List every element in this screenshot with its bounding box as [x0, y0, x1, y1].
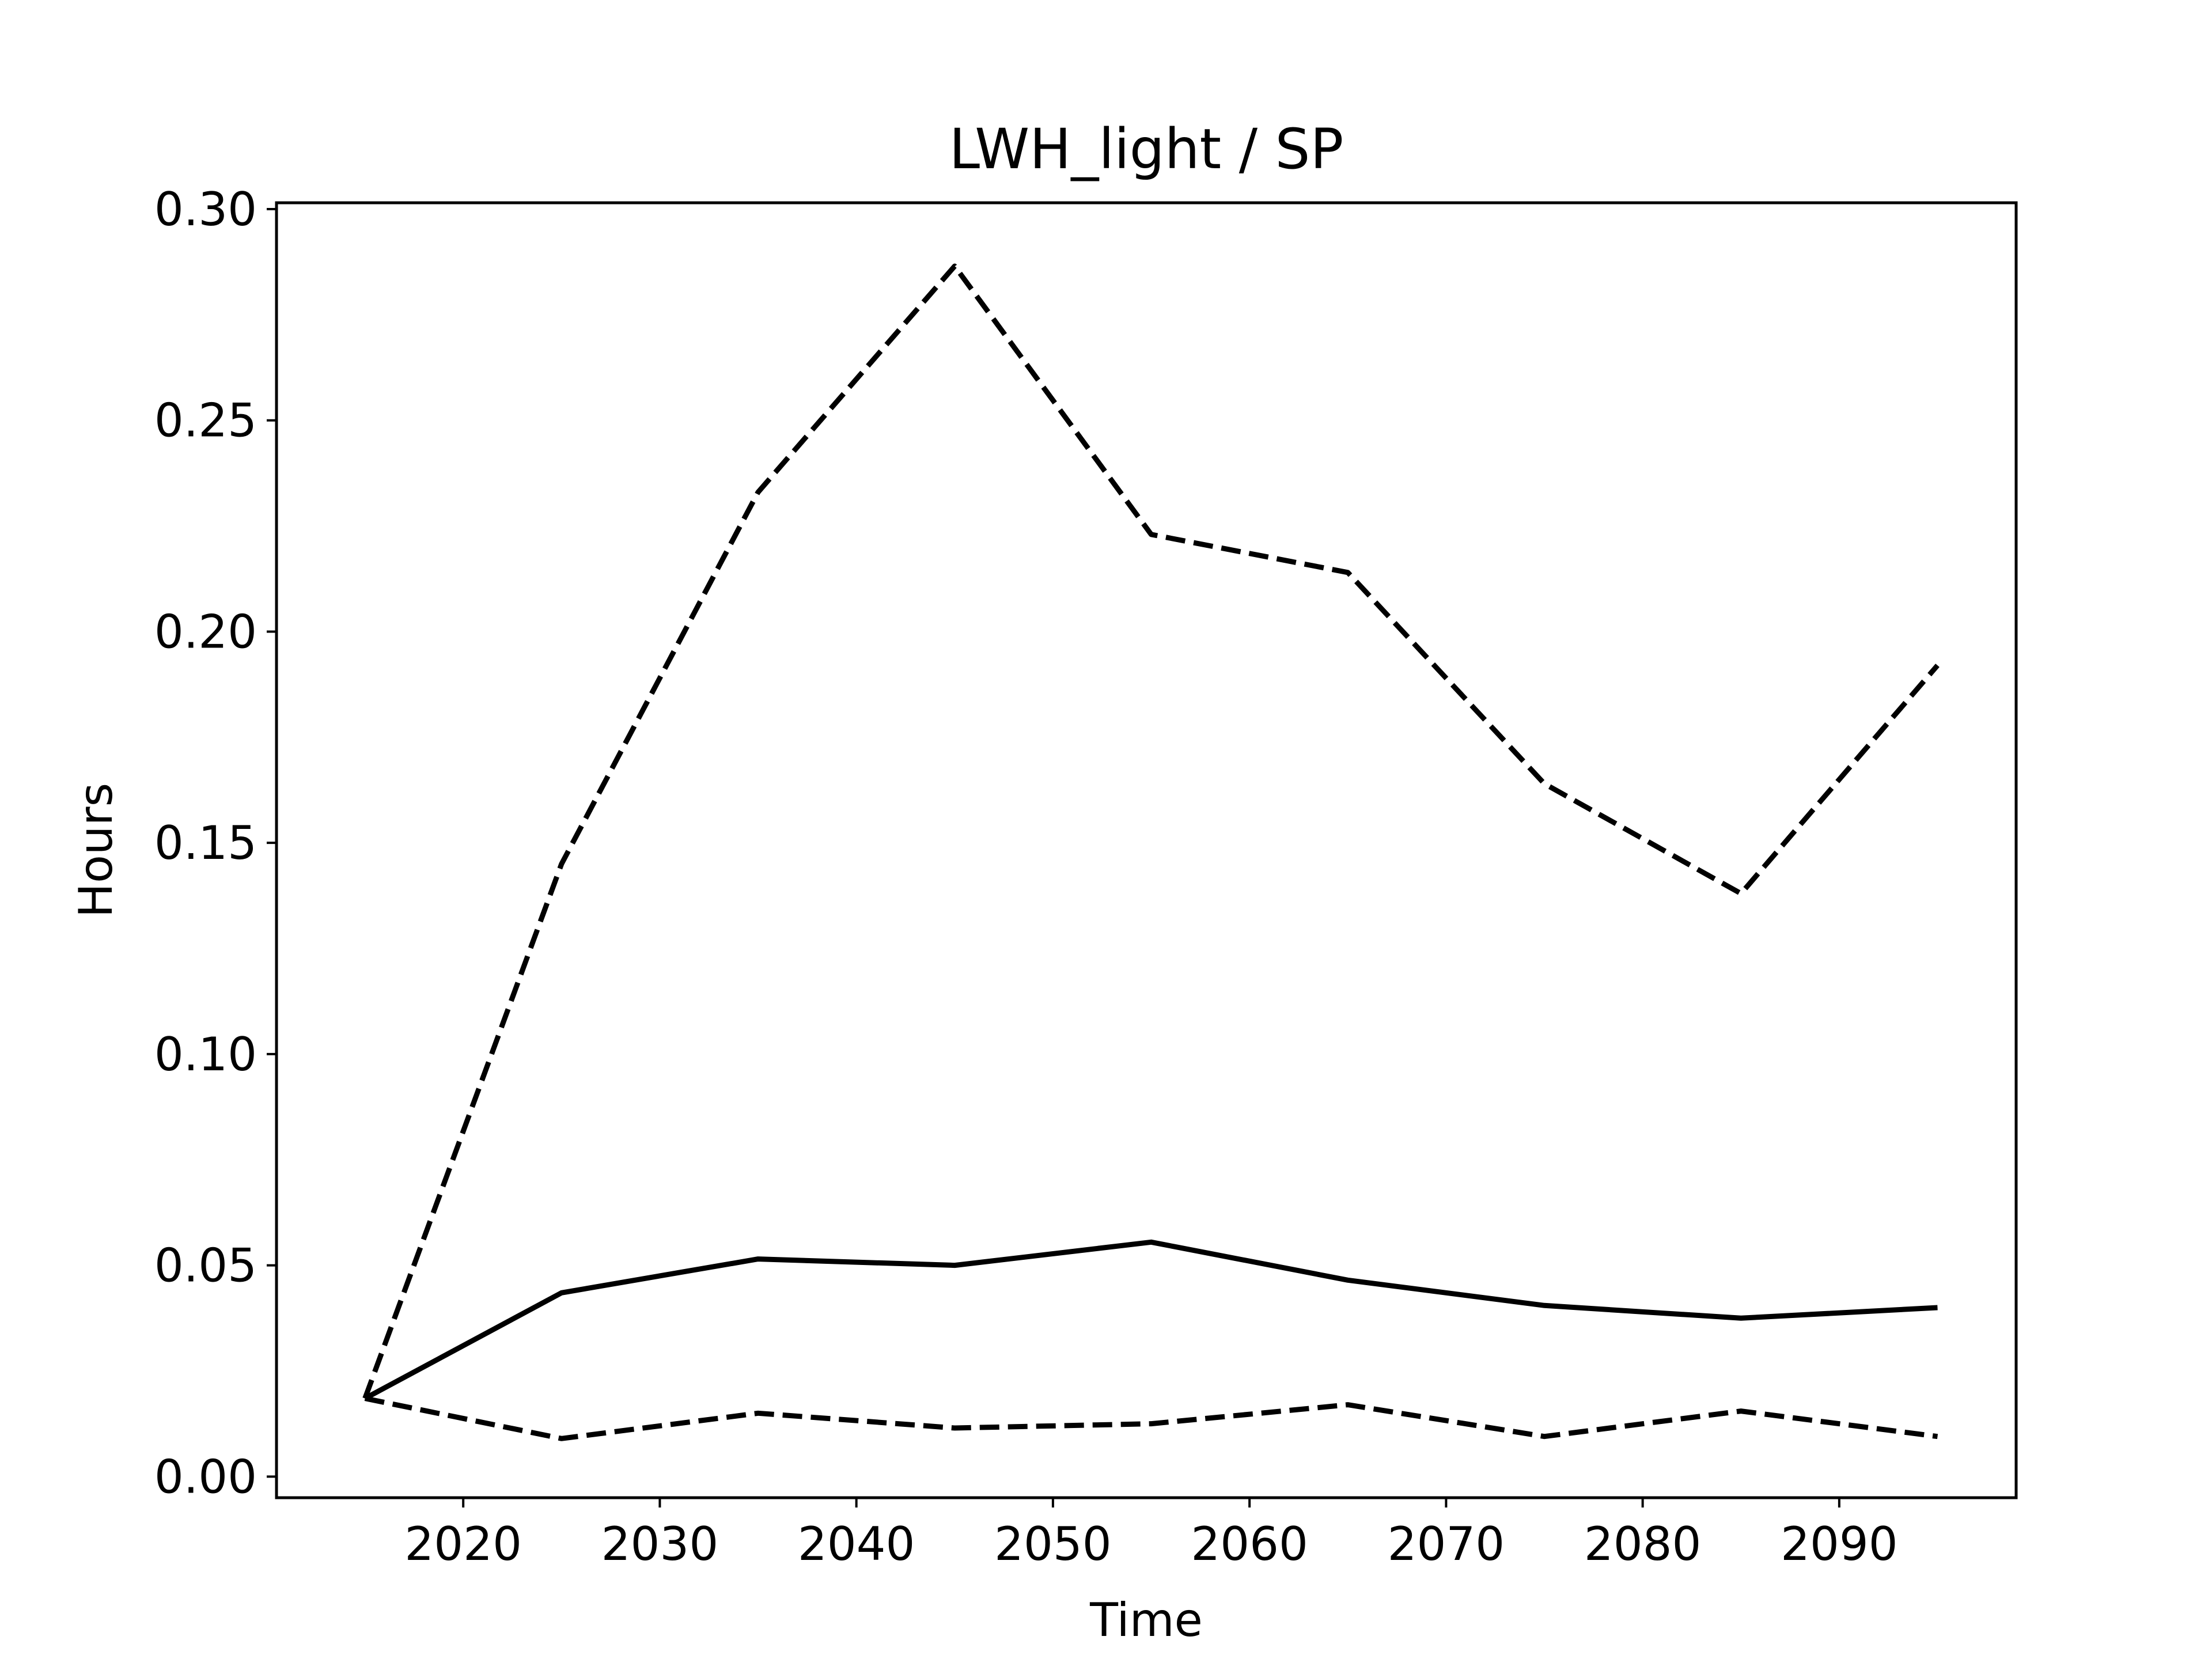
y-tick-label: 0.25 — [154, 394, 257, 448]
x-tick-label: 2090 — [1781, 1517, 1898, 1571]
y-tick-label: 0.15 — [154, 816, 257, 870]
series-line-1 — [363, 1239, 1938, 1401]
x-tick-label: 2020 — [404, 1517, 522, 1571]
y-tick-label: 0.10 — [154, 1028, 257, 1081]
y-tick-label: 0.30 — [154, 183, 257, 236]
x-tick-label: 2050 — [994, 1517, 1112, 1571]
x-axis-title: Time — [1089, 1593, 1203, 1647]
series-line-2 — [362, 263, 1940, 1400]
x-tick-label: 2060 — [1191, 1517, 1308, 1571]
x-tick-label: 2080 — [1584, 1517, 1702, 1571]
series-line-3 — [364, 1396, 1938, 1441]
plot-frame — [275, 201, 2018, 1499]
x-axis: 2020 2030 2040 2050 2060 2070 2080 2090 — [404, 1498, 1898, 1571]
y-tick-label: 0.00 — [154, 1450, 257, 1503]
series-layer — [362, 263, 1940, 1441]
x-tick-label: 2030 — [601, 1517, 719, 1571]
y-tick-label: 0.05 — [154, 1239, 257, 1293]
y-tick-label: 0.20 — [154, 605, 257, 658]
chart-title: LWH_light / SP — [949, 117, 1344, 181]
x-tick-label: 2070 — [1388, 1517, 1505, 1571]
x-tick-label: 2040 — [798, 1517, 915, 1571]
y-axis-title: Hours — [69, 783, 123, 918]
y-axis: 0.00 0.05 0.10 0.15 0.20 0.25 0.30 — [154, 183, 276, 1503]
